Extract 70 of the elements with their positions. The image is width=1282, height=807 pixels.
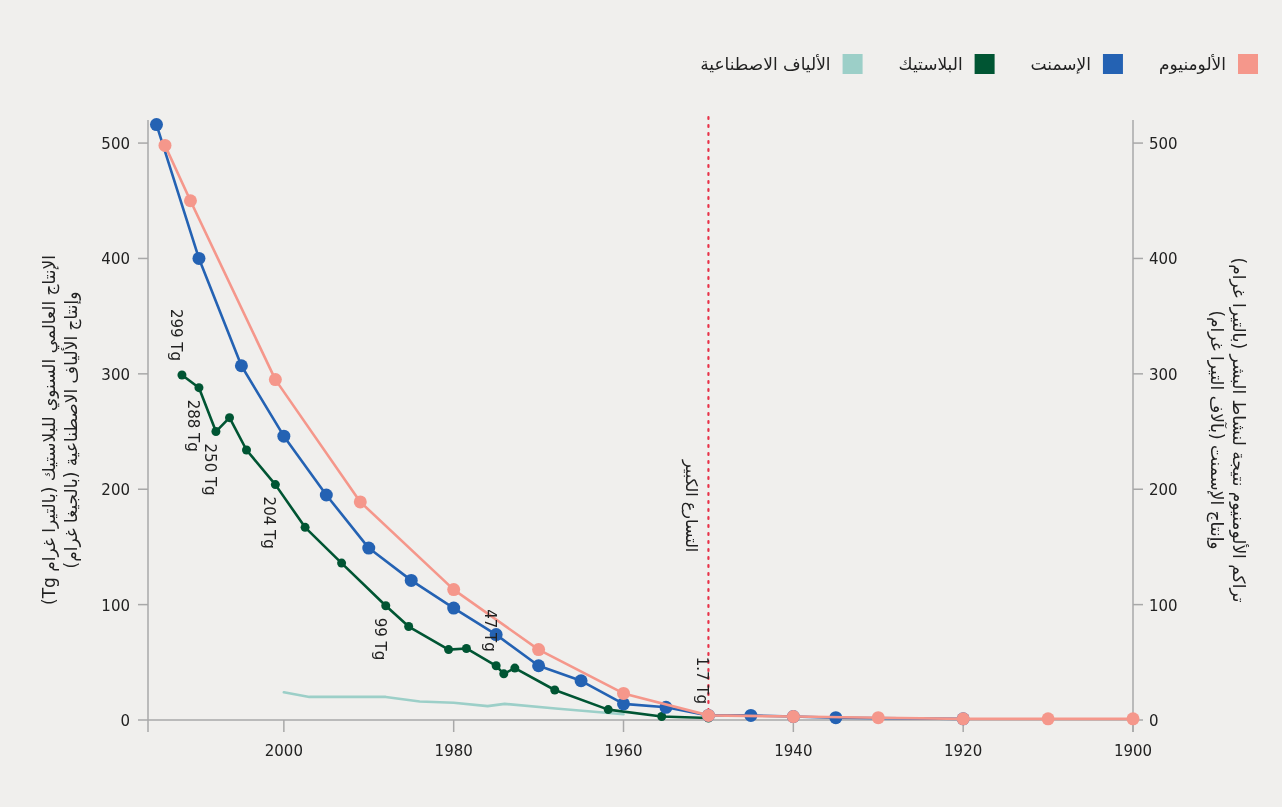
point: [532, 659, 546, 673]
x-tick-label: 1920: [944, 742, 983, 760]
point: [550, 685, 560, 695]
y2-tick-label: 500: [1149, 135, 1178, 154]
point: [444, 645, 454, 655]
point: [242, 445, 251, 455]
x-tick-label: 1960: [604, 742, 643, 760]
data-label: 1.7 Tg: [693, 656, 712, 705]
legend-label: الألياف الاصطناعية: [700, 54, 831, 74]
y-tick-label: 200: [101, 481, 130, 500]
point: [447, 583, 461, 597]
x-tick-label: 1900: [1113, 742, 1153, 760]
y-tick-label: 100: [101, 596, 130, 615]
point: [404, 622, 414, 632]
point: [149, 118, 163, 132]
point: [603, 705, 613, 715]
point: [337, 558, 347, 568]
ref-line-label: التسارع الكبير: [681, 459, 702, 553]
point: [499, 669, 509, 679]
x-tick-label: 1980: [434, 742, 473, 760]
point: [300, 522, 310, 532]
legend-label: الإسمنت: [1030, 54, 1091, 74]
y2-tick-label: 300: [1149, 365, 1178, 384]
point: [574, 674, 588, 688]
point: [1126, 712, 1140, 726]
y-tick-label: 0: [120, 712, 130, 730]
y2-tick-label: 200: [1149, 481, 1178, 500]
point: [183, 194, 197, 208]
data-label: 47 Tg: [481, 609, 500, 652]
y-tick-label: 400: [101, 250, 130, 269]
point: [353, 495, 367, 509]
point: [177, 370, 187, 380]
point: [225, 413, 235, 423]
point: [270, 480, 280, 490]
point: [234, 359, 248, 373]
x-tick-label: 1940: [774, 742, 813, 760]
point: [1041, 712, 1055, 726]
point: [192, 251, 206, 265]
point: [491, 661, 501, 671]
point: [268, 373, 282, 387]
legend-label: البلاستيك: [898, 54, 963, 74]
point: [211, 427, 221, 437]
point: [871, 711, 885, 725]
point: [532, 643, 546, 657]
point: [194, 383, 204, 393]
legend-label: الألومنيوم: [1158, 54, 1226, 74]
point: [461, 643, 471, 653]
point: [404, 573, 418, 587]
y2-axis-title: تراكم الألومنيوم نتيجة لنشاط البشر (بالتيرا غرام) وإنتاج الإسمنت (بآلاف التيرا غرام): [1206, 257, 1250, 603]
data-label: 99 Tg: [370, 617, 389, 661]
data-label: 204 Tg: [260, 496, 279, 549]
data-label: 288 Tg: [183, 399, 202, 452]
point: [319, 488, 333, 502]
data-label: 299 Tg: [166, 308, 185, 361]
point: [277, 429, 291, 443]
y-axis-title: الإنتاج العالمي السنوي للبلاستيك (بالتيرا غرام Tg) وإنتاج الألياف الاصطناعية (بالجيغا غرام): [38, 255, 82, 605]
point: [617, 686, 631, 700]
point: [510, 663, 520, 673]
data-label: 250 Tg: [200, 443, 219, 496]
y2-tick-label: 100: [1149, 596, 1178, 615]
y-tick-label: 300: [101, 365, 130, 384]
point: [362, 541, 376, 555]
point: [381, 601, 391, 611]
point: [158, 138, 172, 152]
y2-tick-label: 0: [1149, 712, 1159, 730]
y-tick-label: 500: [101, 135, 130, 154]
point: [447, 601, 461, 615]
x-tick-label: 2000: [264, 742, 303, 760]
point: [657, 712, 667, 722]
y2-tick-label: 400: [1149, 250, 1178, 269]
